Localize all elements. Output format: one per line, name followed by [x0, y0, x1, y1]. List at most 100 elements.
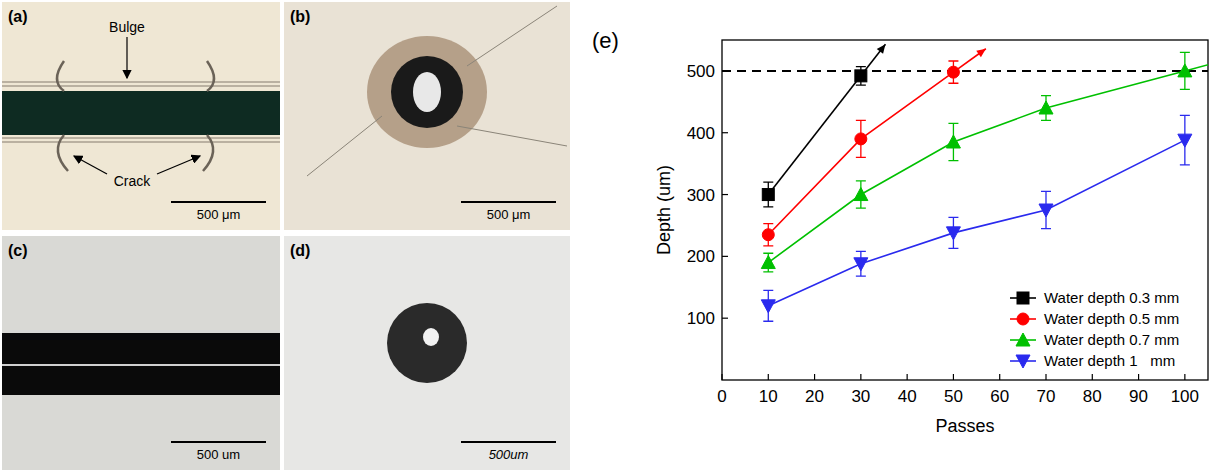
scale-bar-label: 500 um	[197, 447, 240, 462]
series	[762, 44, 885, 207]
x-axis-title: Passes	[935, 416, 994, 436]
y-tick-label: 400	[687, 124, 715, 143]
legend-label: Water depth 0.7 mm	[1044, 331, 1179, 348]
series-line	[768, 72, 953, 235]
error-bar	[948, 61, 958, 83]
reference-line	[722, 70, 1208, 72]
panel-label: (b)	[290, 8, 310, 25]
error-bar	[856, 67, 866, 86]
scale-bar	[171, 441, 266, 443]
x-tick-label: 80	[1083, 387, 1102, 406]
photo-content	[2, 333, 280, 395]
panel-label: (e)	[592, 28, 619, 53]
series-line	[768, 76, 861, 195]
cut-kerf	[2, 333, 280, 395]
trend-arrow-head	[877, 44, 886, 54]
legend: Water depth 0.3 mm Water depth 0.5 mm Wate…	[1010, 289, 1179, 369]
crack	[307, 116, 382, 176]
y-tick-label: 100	[687, 309, 715, 328]
y-tick	[722, 318, 728, 319]
trend-arrow-head	[976, 49, 986, 58]
legend-label: Water depth 0.5 mm	[1044, 310, 1179, 327]
annotation: Bulge	[109, 19, 145, 35]
legend-label: Water depth 0.3 mm	[1044, 289, 1179, 306]
photo-content	[387, 303, 467, 383]
crack	[58, 135, 68, 171]
marker	[761, 300, 775, 313]
cut-kerf	[2, 91, 280, 135]
bulge-line	[2, 85, 280, 87]
x-tick-label: 60	[990, 387, 1009, 406]
marker	[855, 70, 867, 82]
photo-panel: (d)500um	[284, 236, 570, 470]
x-tick	[999, 374, 1000, 380]
y-tick	[722, 256, 728, 257]
panel-label: (a)	[8, 8, 28, 25]
x-tick	[1184, 374, 1185, 380]
scale-bar	[461, 201, 556, 203]
series	[761, 115, 1192, 321]
error-bar	[763, 224, 773, 246]
x-tick	[1138, 374, 1139, 380]
x-tick	[907, 374, 908, 380]
x-tick-label: 50	[944, 387, 963, 406]
legend-marker	[1016, 333, 1030, 346]
scale-bar	[461, 441, 556, 443]
crack	[467, 6, 557, 66]
crack	[203, 135, 213, 171]
panel-label: (d)	[290, 242, 310, 259]
photo-panel: (b) 500 μm	[284, 2, 570, 230]
plot-area	[722, 44, 1208, 321]
series-line	[768, 140, 1185, 306]
bulge-line	[2, 141, 280, 143]
x-tick	[953, 374, 954, 380]
marker	[1178, 64, 1192, 77]
y-axis-title: Depth (um)	[654, 165, 674, 255]
crack	[207, 61, 214, 91]
x-tick	[1092, 374, 1093, 380]
x-tick-label: 90	[1129, 387, 1148, 406]
heat-affected-zone	[367, 36, 487, 148]
x-tick-label: 70	[1037, 387, 1056, 406]
photo-background	[284, 236, 570, 470]
x-tick-label: 10	[759, 387, 778, 406]
hole-rim	[391, 56, 463, 128]
series-line	[768, 71, 1185, 263]
x-tick-label: 40	[898, 387, 917, 406]
y-tick	[722, 132, 728, 133]
x-tick-label: 20	[805, 387, 824, 406]
photo-background	[2, 236, 280, 470]
annotation: Crack	[114, 173, 152, 189]
error-bar	[856, 120, 866, 157]
error-bar	[763, 182, 773, 207]
y-tick-label: 300	[687, 186, 715, 205]
bulge-line	[2, 137, 280, 139]
marker	[854, 258, 868, 271]
marker	[1178, 134, 1192, 147]
kerf-bottom	[2, 364, 280, 366]
series	[762, 49, 986, 246]
marker	[854, 188, 868, 201]
y-tick-label: 500	[687, 62, 715, 81]
scale-bar	[171, 201, 266, 203]
marker	[762, 189, 774, 201]
hole-center	[423, 328, 439, 346]
marker	[1039, 204, 1053, 217]
x-tick	[1045, 374, 1046, 380]
x-tick	[860, 374, 861, 380]
crack	[57, 61, 64, 91]
chart: (e)0102030405060708090100100200300400500…	[592, 28, 1214, 436]
marker	[855, 133, 867, 145]
marker	[761, 256, 775, 269]
x-tick	[768, 374, 769, 380]
legend-marker	[1016, 355, 1030, 368]
legend-label: Water depth 1 mm	[1044, 352, 1175, 369]
x-tick-label: 30	[851, 387, 870, 406]
annotation-arrow	[74, 156, 107, 174]
x-tick-label: 100	[1171, 387, 1199, 406]
legend-marker	[1017, 292, 1029, 304]
photo-content	[2, 61, 280, 171]
annotation-arrow	[157, 156, 200, 174]
marker	[946, 135, 960, 148]
scale-bar-label: 500 μm	[487, 207, 531, 222]
